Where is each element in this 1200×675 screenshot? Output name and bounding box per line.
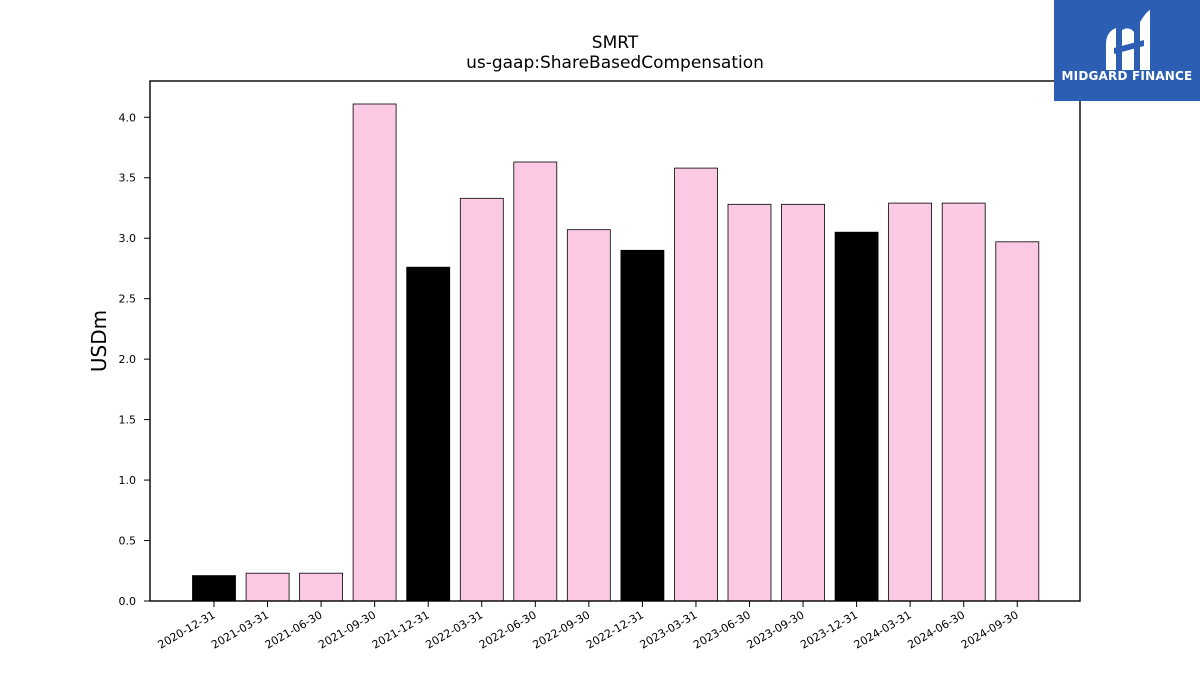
x-tick-label: 2021-09-30 (316, 608, 378, 651)
x-tick-label: 2021-03-31 (209, 608, 271, 651)
y-tick-label: 1.0 (119, 474, 137, 487)
x-tick-label: 2022-03-31 (423, 608, 485, 651)
bar-2021-06-30 (299, 572, 344, 602)
bar-2024-06-30 (941, 202, 986, 602)
x-tick-label: 2021-06-30 (263, 608, 325, 651)
x-tick-label: 2024-09-30 (959, 608, 1021, 651)
x-tick-label: 2024-03-31 (852, 608, 914, 651)
y-tick-label: 4.0 (119, 111, 137, 124)
bar-2024-03-31 (888, 202, 932, 602)
bar-2024-09-30 (995, 241, 1040, 602)
bar-2021-12-31 (406, 266, 451, 602)
brand-logo: MIDGARD FINANCE (1054, 0, 1200, 101)
bar-2021-09-30 (352, 103, 397, 602)
bar-2021-03-31 (245, 572, 290, 602)
bar-2023-12-31 (834, 231, 879, 602)
chart-subtitle: us-gaap:ShareBasedCompensation (466, 53, 764, 73)
x-tick-label: 2023-09-30 (745, 608, 807, 651)
x-tick-label: 2021-12-31 (370, 608, 432, 651)
bar-2023-09-30 (781, 203, 825, 602)
x-tick-label: 2020-12-31 (156, 608, 218, 651)
x-tick-label: 2023-06-30 (691, 608, 753, 651)
y-tick-label: 0.0 (119, 595, 137, 608)
x-tick-label: 2023-03-31 (638, 608, 700, 651)
bar-2022-03-31 (459, 197, 504, 602)
bar-2022-12-31 (620, 249, 665, 602)
y-tick-label: 3.0 (119, 232, 137, 245)
bar-2022-06-30 (513, 161, 558, 602)
plot-frame (149, 80, 1081, 602)
bar-2020-12-31 (192, 575, 236, 602)
x-tick-label: 2022-06-30 (477, 608, 539, 651)
bar-2022-09-30 (566, 229, 611, 602)
x-tick-label: 2022-12-31 (584, 608, 646, 651)
bar-2023-06-30 (727, 203, 772, 602)
brand-name: MIDGARD FINANCE (1061, 69, 1193, 83)
y-tick-label: 1.5 (119, 414, 137, 427)
x-tick-label: 2024-06-30 (905, 608, 967, 651)
x-tick-label: 2022-09-30 (530, 608, 592, 651)
bar-2023-03-31 (674, 167, 718, 602)
y-axis-label: USDm (87, 310, 111, 372)
x-tick-label: 2023-12-31 (798, 608, 860, 651)
y-tick-label: 2.0 (119, 353, 137, 366)
y-tick-label: 3.5 (119, 172, 137, 185)
y-tick-label: 0.5 (119, 535, 137, 548)
y-tick-label: 2.5 (119, 293, 137, 306)
midgard-logo-icon (1106, 10, 1150, 70)
chart-title: SMRT (591, 33, 639, 53)
